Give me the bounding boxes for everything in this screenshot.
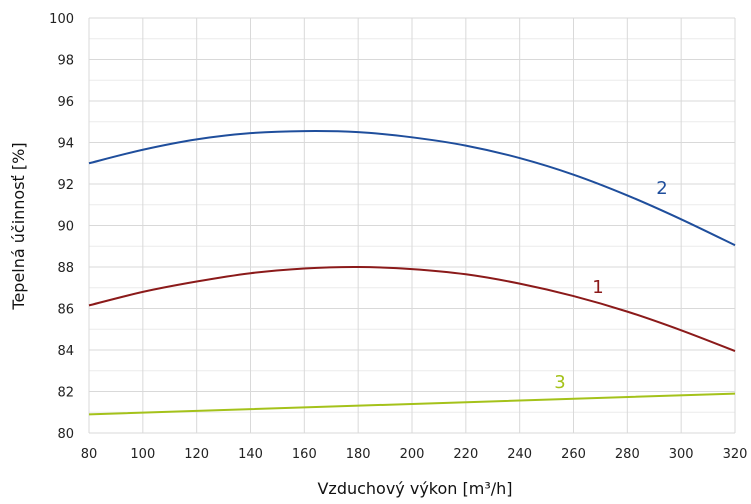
series-line-3	[88, 392, 736, 416]
y-tick-label: 92	[57, 178, 74, 193]
x-tick-label: 280	[615, 447, 640, 462]
y-tick-label: 84	[57, 344, 74, 359]
y-tick-label: 94	[57, 137, 74, 152]
x-tick-label: 300	[669, 447, 694, 462]
x-tick-labels: 80 100 120 140 160 180 200 220 240 260 280 300 320	[81, 447, 748, 462]
x-tick-label: 180	[346, 447, 371, 462]
x-tick-label: 200	[400, 447, 425, 462]
series-label-3: 3	[554, 372, 565, 393]
y-axis-title: Tepelná účinnosť [%]	[9, 142, 28, 310]
y-tick-label: 90	[57, 220, 74, 235]
series-line-2	[88, 130, 736, 247]
series-label-1: 1	[592, 277, 603, 298]
y-tick-labels: 80 82 84 86 88 90 92 94 96 98 100	[49, 12, 74, 442]
y-tick-label: 82	[57, 386, 74, 401]
x-tick-label: 240	[507, 447, 532, 462]
x-tick-label: 220	[453, 447, 478, 462]
x-tick-label: 160	[292, 447, 317, 462]
y-tick-label: 98	[57, 54, 74, 69]
y-tick-label: 86	[57, 303, 74, 318]
x-tick-label: 320	[723, 447, 748, 462]
series-lines	[88, 130, 736, 416]
y-tick-label: 88	[57, 261, 74, 276]
x-tick-label: 120	[184, 447, 209, 462]
y-tick-label: 100	[49, 12, 74, 27]
y-tick-label: 96	[57, 95, 74, 110]
x-axis-title: Vzduchový výkon [m³/h]	[317, 479, 512, 498]
x-tick-label: 260	[561, 447, 586, 462]
x-tick-label: 80	[81, 447, 98, 462]
x-tick-label: 100	[130, 447, 155, 462]
series-line-1	[88, 265, 736, 352]
grid	[88, 17, 736, 434]
y-tick-label: 80	[57, 427, 74, 442]
x-tick-label: 140	[238, 447, 263, 462]
series-labels: 1 2 3	[554, 178, 667, 393]
series-label-2: 2	[656, 178, 667, 199]
